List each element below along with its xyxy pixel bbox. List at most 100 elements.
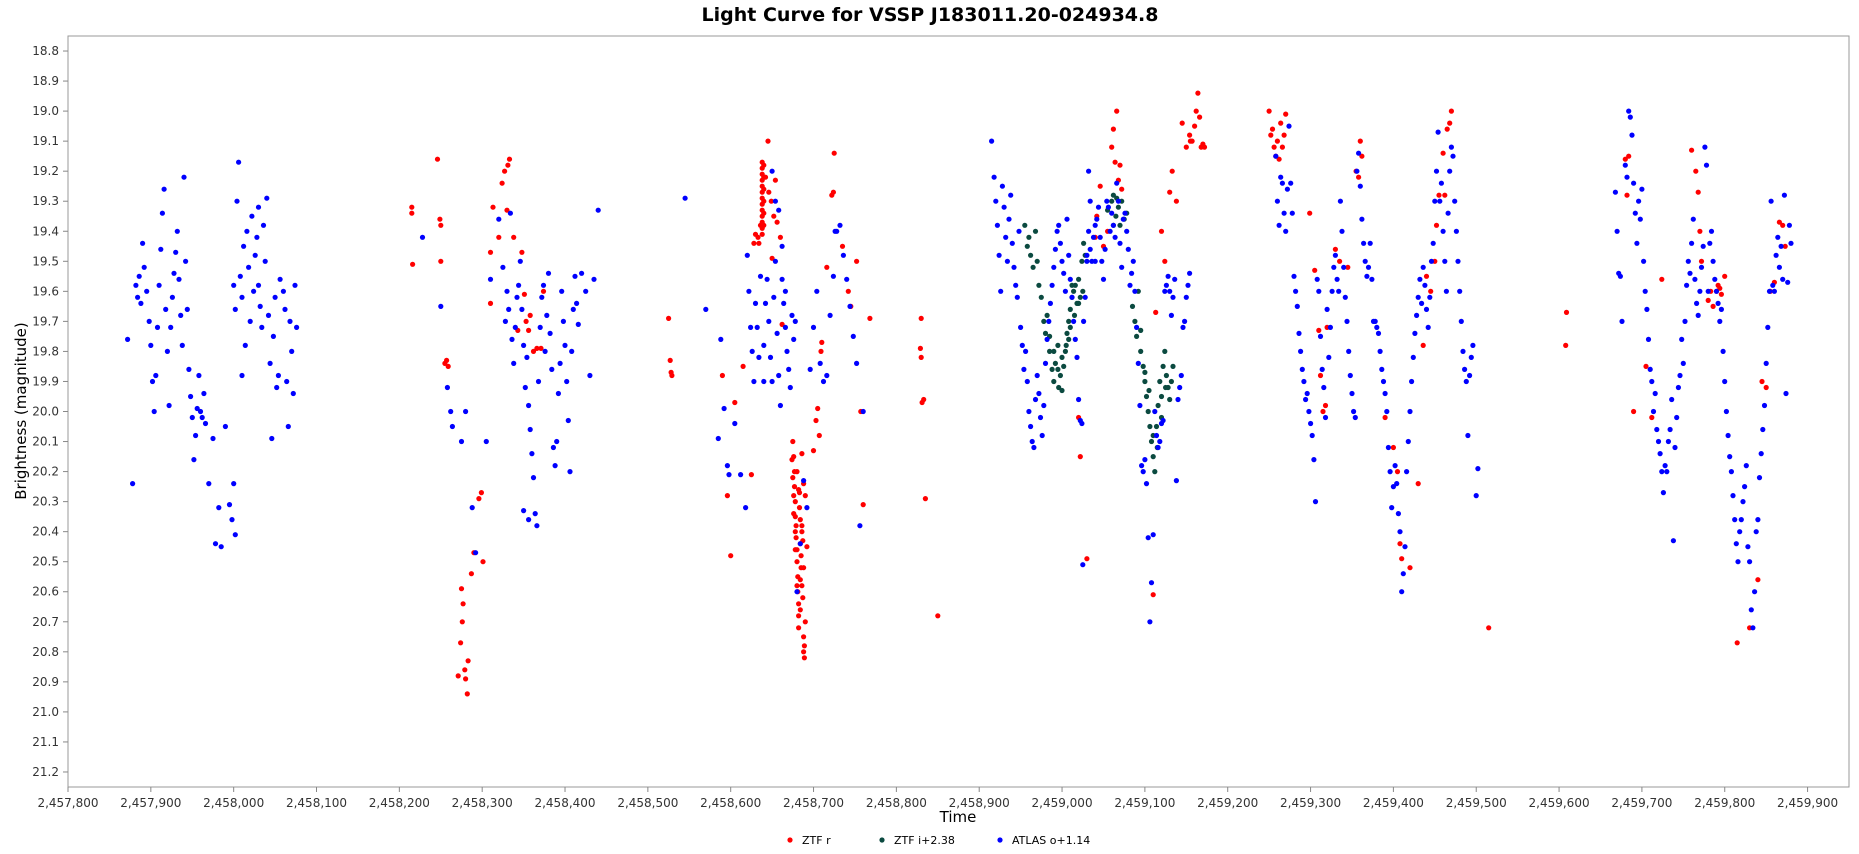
data-point xyxy=(751,240,757,246)
data-point xyxy=(246,264,252,270)
data-point xyxy=(218,544,224,550)
data-point xyxy=(449,423,455,430)
data-point xyxy=(1281,210,1287,216)
legend-marker xyxy=(787,837,793,843)
data-point xyxy=(1294,303,1300,309)
data-point xyxy=(1423,273,1430,279)
data-point xyxy=(1689,240,1695,246)
data-point xyxy=(1122,210,1128,216)
data-point xyxy=(1153,432,1160,439)
data-point xyxy=(1113,213,1119,219)
data-point xyxy=(1115,204,1121,210)
data-point xyxy=(1374,324,1380,330)
data-point xyxy=(738,472,744,478)
data-point xyxy=(434,156,441,162)
data-point xyxy=(1433,168,1440,174)
data-point xyxy=(505,162,511,168)
data-point xyxy=(567,469,573,475)
data-point xyxy=(463,676,469,682)
data-point xyxy=(1755,517,1761,523)
data-point xyxy=(1158,228,1165,234)
data-point xyxy=(504,207,510,213)
data-point xyxy=(1105,204,1111,210)
y-tick-label: 20.4 xyxy=(32,525,59,539)
data-point xyxy=(173,249,179,255)
data-point xyxy=(1693,168,1699,174)
data-point xyxy=(1168,312,1174,318)
data-point xyxy=(1135,360,1141,366)
data-point xyxy=(526,327,532,333)
data-point xyxy=(574,300,580,306)
data-point xyxy=(746,288,752,294)
data-point xyxy=(765,138,771,144)
data-point xyxy=(1013,282,1019,288)
data-point xyxy=(236,159,242,165)
data-point xyxy=(1440,228,1446,234)
data-point xyxy=(1752,589,1758,595)
data-point xyxy=(1715,300,1721,306)
data-point xyxy=(559,288,565,294)
data-point xyxy=(1142,378,1148,385)
data-point xyxy=(771,294,777,300)
data-point xyxy=(1064,216,1070,222)
data-point xyxy=(794,589,800,595)
data-point xyxy=(287,318,293,324)
data-point xyxy=(837,222,843,228)
data-point xyxy=(1162,348,1168,354)
data-point xyxy=(1700,243,1706,249)
data-point xyxy=(490,204,496,210)
data-point xyxy=(1763,384,1769,391)
data-point xyxy=(774,219,780,225)
data-point xyxy=(1718,306,1724,312)
y-tick-label: 19.2 xyxy=(32,164,59,178)
data-point xyxy=(538,345,544,351)
data-point xyxy=(1720,348,1726,354)
data-point xyxy=(159,210,165,216)
data-point xyxy=(1084,252,1090,258)
data-point xyxy=(529,451,535,457)
data-point xyxy=(1563,309,1570,315)
data-point xyxy=(1197,114,1203,120)
data-point xyxy=(1047,348,1053,354)
data-point xyxy=(1695,312,1701,318)
data-point xyxy=(1659,469,1665,475)
data-point xyxy=(1637,216,1643,222)
data-point xyxy=(544,312,550,318)
data-point xyxy=(222,423,228,430)
data-point xyxy=(473,550,479,556)
data-point xyxy=(1155,444,1161,451)
data-point xyxy=(740,363,746,369)
data-point xyxy=(1271,144,1277,150)
data-point xyxy=(1415,294,1421,300)
data-point xyxy=(257,303,263,309)
data-point xyxy=(1356,150,1362,156)
data-point xyxy=(1303,396,1309,403)
data-point xyxy=(1667,426,1673,433)
data-point xyxy=(1713,288,1720,294)
data-point xyxy=(1079,420,1085,427)
data-point xyxy=(565,417,571,424)
data-point xyxy=(1143,481,1150,487)
data-point xyxy=(789,457,795,463)
data-point xyxy=(169,294,175,300)
data-point xyxy=(1051,264,1057,270)
data-point xyxy=(1140,363,1146,369)
data-point xyxy=(762,174,769,180)
data-point xyxy=(1612,189,1618,195)
data-point xyxy=(1707,240,1713,246)
data-point xyxy=(1157,438,1163,445)
data-point xyxy=(1695,189,1701,195)
data-point xyxy=(504,288,510,294)
data-point xyxy=(814,288,820,294)
data-point xyxy=(779,276,785,282)
x-axis-label: Time xyxy=(939,808,977,826)
data-point xyxy=(1414,312,1420,318)
data-point xyxy=(917,345,924,351)
data-point xyxy=(1129,303,1136,309)
x-tick-label: 2,458,500 xyxy=(617,796,678,810)
data-point xyxy=(815,405,821,412)
data-point xyxy=(1453,228,1459,234)
data-point xyxy=(562,342,568,348)
data-point xyxy=(1624,192,1630,198)
data-point xyxy=(1755,577,1761,583)
